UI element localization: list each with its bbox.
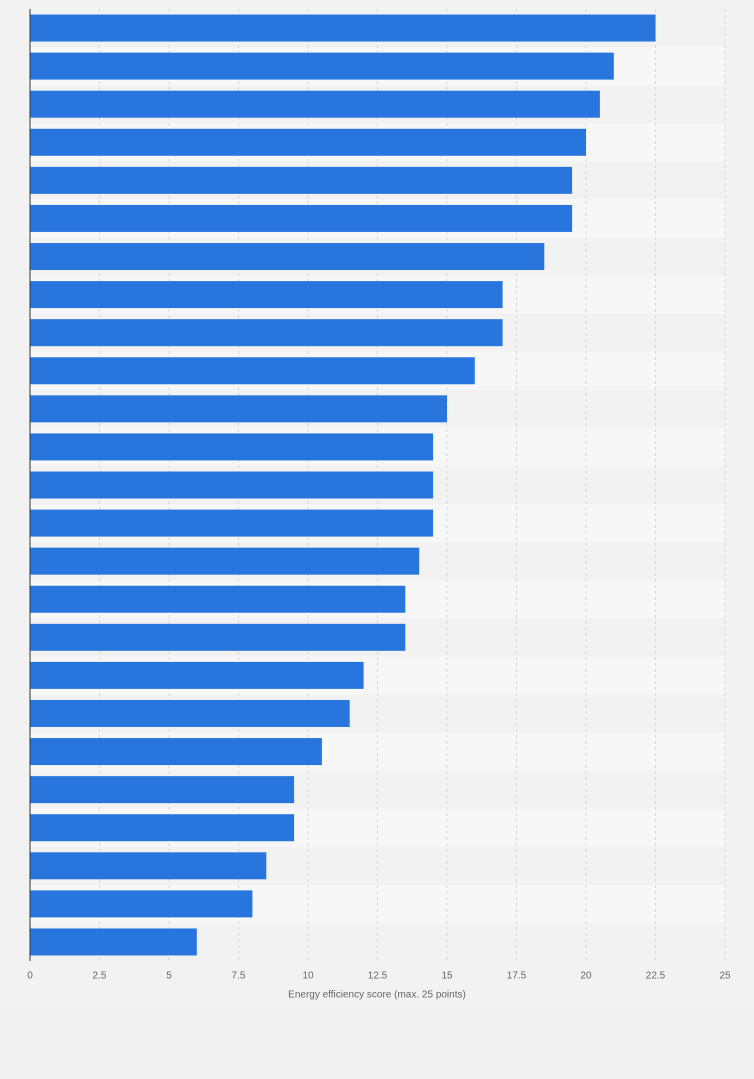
bar <box>30 928 197 956</box>
x-tick-label: 10 <box>302 971 314 982</box>
bar <box>30 319 503 347</box>
x-tick-label: 5 <box>166 971 172 982</box>
bar <box>30 738 322 766</box>
x-tick-label: 0 <box>27 971 33 982</box>
bar <box>30 204 573 232</box>
x-tick-label: 15 <box>441 971 453 982</box>
bar <box>30 52 614 80</box>
x-tick-label: 2.5 <box>93 971 107 982</box>
x-tick-label: 22.5 <box>646 971 666 982</box>
bar <box>30 90 600 118</box>
bar <box>30 585 406 613</box>
bar <box>30 547 420 575</box>
bar <box>30 357 475 385</box>
bar <box>30 395 447 423</box>
bar <box>30 433 434 461</box>
bar <box>30 14 656 42</box>
bar <box>30 623 406 651</box>
bar <box>30 281 503 309</box>
x-axis-title: Energy efficiency score (max. 25 points) <box>288 990 466 1001</box>
bar <box>30 699 350 727</box>
x-tick-label: 25 <box>719 971 731 982</box>
bar <box>30 243 545 271</box>
bar <box>30 509 434 537</box>
x-tick-label: 17.5 <box>507 971 527 982</box>
footer-panel <box>0 1010 754 1079</box>
bar <box>30 661 364 689</box>
bar <box>30 852 267 880</box>
bar <box>30 471 434 499</box>
x-tick-label: 7.5 <box>232 971 246 982</box>
bar <box>30 814 295 842</box>
bar <box>30 890 253 918</box>
x-tick-label: 12.5 <box>368 971 388 982</box>
bar <box>30 776 295 804</box>
bar <box>30 166 573 194</box>
bar <box>30 128 586 156</box>
x-tick-label: 20 <box>580 971 592 982</box>
